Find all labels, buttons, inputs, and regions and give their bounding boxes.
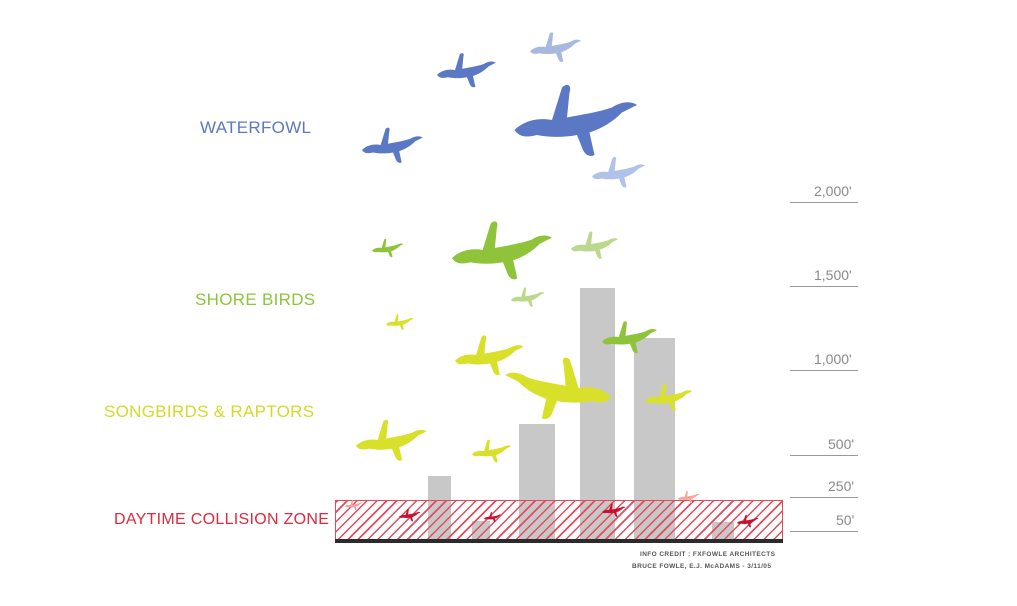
flying-bird-icon: [505, 357, 611, 420]
flying-bird-icon: [455, 335, 524, 376]
altitude-label-500: 500': [828, 436, 855, 452]
altitude-line-2000: [790, 202, 858, 203]
flying-bird-icon: [362, 127, 423, 163]
building-4: [580, 288, 615, 540]
altitude-label-1000: 1,000': [814, 351, 852, 367]
flying-bird-icon: [645, 383, 693, 411]
altitude-label-1500: 1,500': [814, 267, 852, 283]
altitude-label-250: 250': [828, 478, 855, 494]
flying-bird-icon: [678, 490, 700, 504]
flying-bird-icon: [571, 231, 619, 259]
altitude-line-1000: [790, 370, 858, 371]
flying-bird-icon: [592, 156, 645, 188]
flying-bird-icon: [514, 84, 637, 156]
ground-line: [335, 539, 783, 543]
altitude-line-50: [790, 531, 858, 532]
flying-bird-icon: [472, 439, 512, 463]
credit-line-1: INFO CREDIT : FXFOWLE ARCHITECTS: [640, 551, 776, 558]
flying-bird-icon: [602, 503, 626, 517]
flying-bird-icon: [437, 53, 496, 88]
flying-bird-icon: [530, 32, 581, 62]
flying-bird-icon: [737, 514, 759, 528]
altitude-label-50: 50': [836, 512, 855, 528]
flying-bird-icon: [372, 239, 404, 258]
flying-bird-icon: [386, 314, 414, 331]
credit-line-2: BRUCE FOWLE, E.J. McADAMS - 3/11/05: [632, 563, 772, 570]
flying-bird-icon: [356, 419, 427, 461]
altitude-line-500: [790, 455, 858, 456]
flying-bird-icon: [602, 321, 657, 354]
flying-bird-icon: [345, 499, 363, 511]
flying-bird-icon: [484, 511, 502, 523]
label-songbirds-raptors: SONGBIRDS & RAPTORS: [104, 402, 315, 421]
flying-bird-icon: [399, 508, 421, 522]
altitude-label-2000: 2,000': [814, 183, 852, 199]
label-shore-birds: SHORE BIRDS: [195, 290, 316, 309]
altitude-line-1500: [790, 286, 858, 287]
label-waterfowl: WATERFOWL: [200, 118, 312, 137]
label-collision-zone: DAYTIME COLLISION ZONE: [114, 511, 330, 528]
flying-bird-icon: [452, 221, 552, 280]
flying-bird-icon: [511, 287, 545, 307]
altitude-line-250: [790, 497, 858, 498]
